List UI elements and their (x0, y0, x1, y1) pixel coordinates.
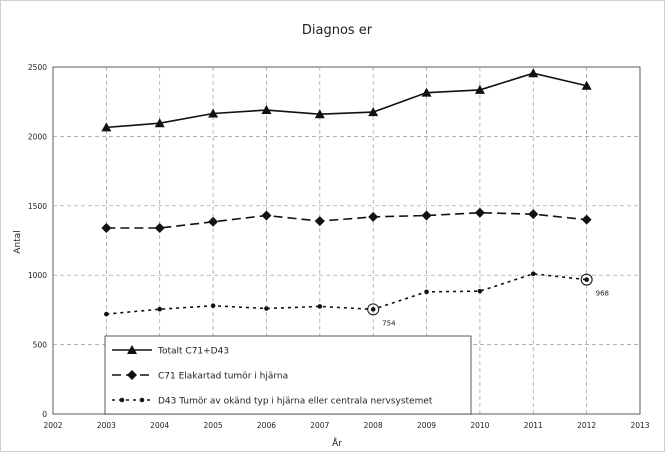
data-point (474, 207, 485, 218)
data-point (210, 303, 216, 309)
y-tick-label: 0 (42, 410, 47, 419)
data-point (314, 109, 325, 119)
data-point (314, 216, 325, 227)
data-point (581, 80, 592, 90)
y-tick-label: 500 (33, 341, 48, 350)
x-tick-label: 2013 (630, 421, 649, 430)
data-point (368, 211, 379, 222)
annotation-ring (580, 273, 593, 286)
legend-box (104, 335, 472, 415)
series-2 (104, 271, 589, 317)
legend-marker (119, 397, 125, 403)
data-label: 968 (596, 290, 609, 298)
series-line (106, 211, 587, 229)
data-point (101, 122, 112, 132)
y-axis-ticks: 0 500 1000 1500 2000 2500 (28, 63, 47, 419)
series-line (106, 272, 587, 315)
data-point (261, 210, 272, 221)
x-tick-label: 2007 (310, 421, 329, 430)
y-axis-label: Antal (13, 230, 23, 253)
x-tick-label: 2009 (417, 421, 436, 430)
legend-label: C71 Elakartad tumör i hjärna (158, 372, 288, 382)
data-point (368, 107, 379, 117)
data-point (581, 214, 592, 225)
y-tick-label: 2500 (28, 63, 47, 72)
data-point (264, 306, 269, 311)
y-tick-label: 1500 (28, 202, 47, 211)
annotation-ring (367, 303, 380, 316)
x-tick-label: 2002 (43, 421, 62, 430)
data-point (154, 118, 165, 128)
legend: Totalt C71+D43 C71 Elakartad tumör i hjär… (104, 335, 472, 415)
data-point (421, 210, 432, 221)
legend-label: Totalt C71+D43 (157, 347, 229, 357)
x-tick-label: 2010 (470, 421, 489, 430)
legend-marker (127, 345, 137, 354)
x-tick-label: 2006 (257, 421, 276, 430)
annotations-group: 754 968 (367, 273, 609, 327)
data-point (317, 304, 323, 309)
data-point (528, 68, 539, 78)
x-tick-label: 2008 (364, 421, 383, 430)
data-point (101, 223, 112, 234)
data-point (584, 277, 589, 282)
data-point (208, 216, 219, 227)
y-tick-label: 2000 (28, 132, 47, 141)
data-point (477, 288, 483, 294)
data-point (530, 271, 536, 277)
chart-title: Diagnos er (302, 23, 373, 38)
x-tick-label: 2005 (204, 421, 223, 430)
legend-label: D43 Tumör av okänd typ i hjärna eller ce… (158, 397, 433, 407)
data-point (370, 307, 376, 312)
series-line (106, 72, 587, 129)
x-tick-label: 2011 (524, 421, 543, 430)
series-group (101, 68, 592, 317)
x-tick-label: 2012 (577, 421, 596, 430)
data-point (104, 311, 109, 317)
series-1 (101, 207, 592, 234)
y-tick-label: 1000 (28, 271, 47, 280)
legend-marker (127, 370, 137, 380)
x-axis-ticks: 2002 2003 2004 2005 2006 2007 2008 2009 2010 2011… (43, 421, 649, 430)
x-axis-label: År (332, 437, 342, 449)
legend-marker (139, 397, 145, 403)
data-point (421, 87, 432, 97)
data-label: 754 (382, 319, 396, 327)
x-tick-label: 2004 (150, 421, 169, 430)
data-point (528, 209, 539, 220)
data-point (157, 306, 163, 312)
data-point (474, 84, 485, 94)
data-point (208, 108, 219, 118)
data-point (424, 289, 429, 295)
data-point (261, 105, 272, 115)
series-0 (101, 68, 592, 132)
data-point (154, 223, 165, 234)
x-tick-label: 2003 (97, 421, 116, 430)
